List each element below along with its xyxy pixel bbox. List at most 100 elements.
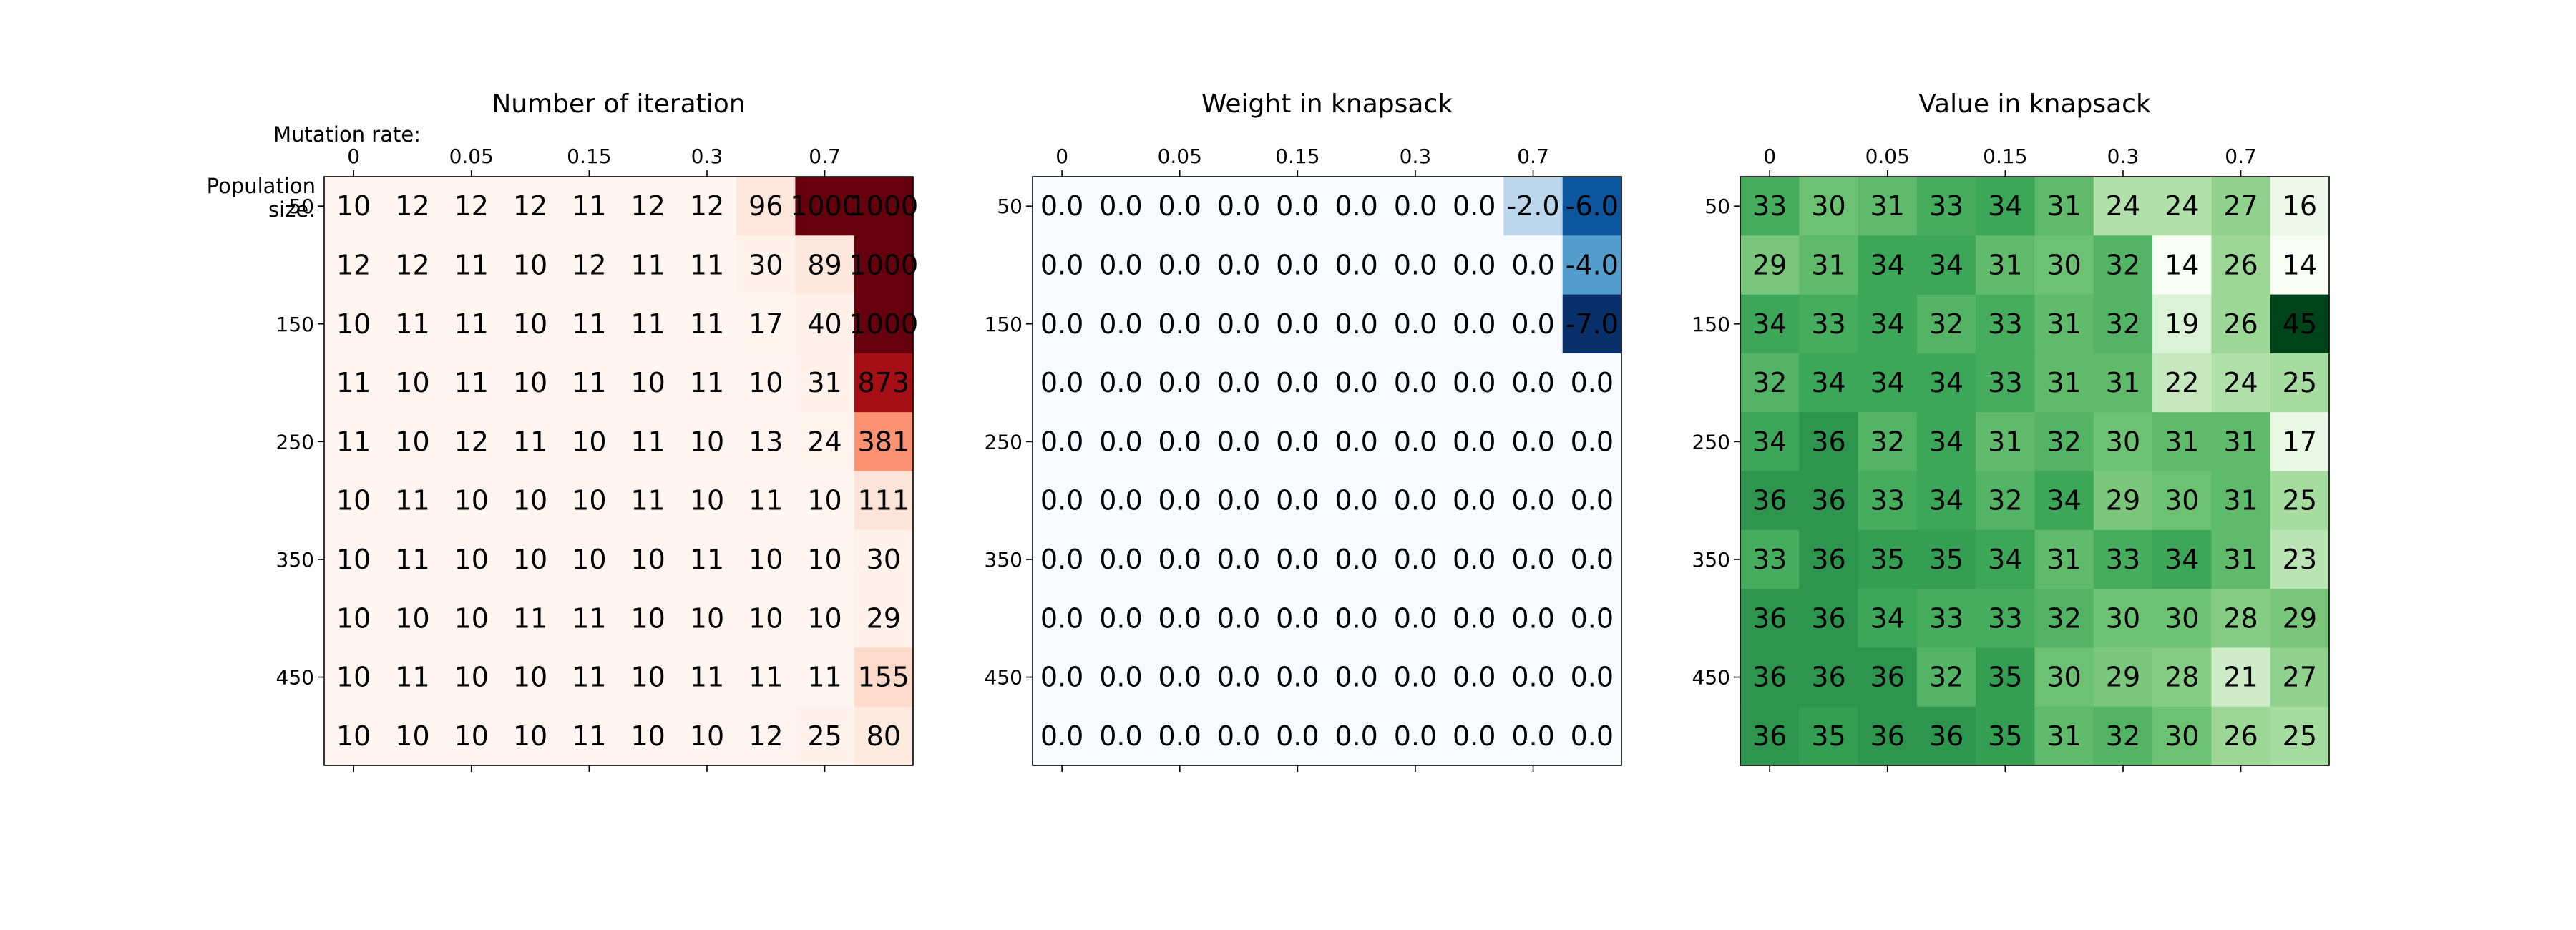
heatmap-cell <box>1503 706 1563 766</box>
heatmap-cell <box>1327 706 1387 766</box>
cell-value-label: 10 <box>454 720 489 752</box>
cell-value-label: 12 <box>336 249 371 280</box>
cell-value-label: 10 <box>336 662 371 693</box>
heatmap-cell <box>1858 529 1918 589</box>
cell-value-label: 30 <box>867 544 901 575</box>
cell-value-label: 10 <box>690 426 724 457</box>
cell-value-label: 34 <box>1752 308 1787 340</box>
heatmap-cell <box>1150 589 1210 648</box>
heatmap-cell <box>1503 471 1563 531</box>
heatmap-cell <box>854 471 914 531</box>
cell-value-label: 10 <box>690 720 724 752</box>
cell-value-label: 36 <box>1870 720 1905 752</box>
heatmap-cell <box>1976 412 2036 472</box>
y-tick-label: 150 <box>276 313 314 336</box>
cell-value-label: 34 <box>1929 367 1963 398</box>
heatmap-cell <box>2152 589 2212 648</box>
heatmap-cell <box>1091 353 1151 413</box>
cell-value-label: 17 <box>748 308 783 340</box>
cell-value-label: 33 <box>2106 544 2140 575</box>
heatmap-cell <box>441 647 502 708</box>
cell-value-label: 0.0 <box>1394 544 1437 575</box>
cell-value-label: 14 <box>2283 249 2317 280</box>
heatmap-cell <box>618 647 678 708</box>
cell-value-label: 10 <box>513 308 547 340</box>
y-tick-label: 350 <box>1692 548 1730 572</box>
x-tick-label: 0.3 <box>1400 145 1432 168</box>
heatmap-cell <box>795 353 855 413</box>
cell-value-label: 33 <box>1988 367 2022 398</box>
cell-value-label: 12 <box>572 249 606 280</box>
cell-value-label: 0.0 <box>1453 190 1496 222</box>
cell-value-label: 31 <box>2046 308 2081 340</box>
heatmap-cell <box>736 706 796 766</box>
y-tick-label: 450 <box>985 666 1023 690</box>
heatmap-cell <box>1268 706 1328 766</box>
cell-value-label: -7.0 <box>1566 308 1619 340</box>
cell-value-label: 33 <box>1929 190 1963 222</box>
cell-value-label: 0.0 <box>1040 426 1083 457</box>
heatmap-cell <box>736 529 796 589</box>
heatmap-cell <box>560 412 620 472</box>
heatmap-cell <box>1503 294 1563 354</box>
heatmap-cell <box>1799 706 1859 766</box>
heatmap-cell <box>383 471 443 531</box>
heatmap-cell <box>1209 235 1269 295</box>
cell-value-label: 32 <box>1870 426 1905 457</box>
cell-value-label: 0.0 <box>1394 720 1437 752</box>
heatmap-cell <box>1562 294 1622 354</box>
cell-value-label: 0.0 <box>1453 249 1496 280</box>
cell-value-label: 11 <box>748 485 783 517</box>
cell-value-label: 12 <box>513 190 547 222</box>
heatmap-cell <box>1740 412 1800 472</box>
y-tick-label: 450 <box>276 666 314 690</box>
heatmap-cell <box>1033 294 1092 354</box>
cell-value-label: 0.0 <box>1394 249 1437 280</box>
heatmap-cell <box>1445 647 1504 708</box>
heatmap-cell <box>324 706 384 766</box>
cell-value-label: 27 <box>2283 662 2317 693</box>
heatmap-cell <box>324 529 384 589</box>
heatmap-cell <box>2152 471 2212 531</box>
heatmap-cell <box>2034 412 2094 472</box>
heatmap-cell <box>2211 294 2271 354</box>
cell-value-label: -6.0 <box>1566 190 1619 222</box>
chart-title: Value in knapsack <box>1918 89 2151 119</box>
heatmap-cell <box>2034 177 2094 236</box>
heatmap-cell <box>1209 529 1269 589</box>
cell-value-label: 33 <box>1752 190 1787 222</box>
cell-value-label: 32 <box>1752 367 1787 398</box>
heatmap-cell <box>441 589 502 648</box>
heatmap-cell <box>1976 647 2036 708</box>
cell-value-label: 11 <box>572 190 606 222</box>
heatmap-cell <box>2270 529 2330 589</box>
heatmap-cell <box>1268 177 1328 236</box>
heatmap-cell <box>500 235 560 295</box>
heatmap-cell <box>1740 529 1800 589</box>
cell-value-label: 24 <box>2223 367 2258 398</box>
heatmap-cell <box>2152 294 2212 354</box>
heatmap-cell <box>383 353 443 413</box>
heatmap-cell <box>618 529 678 589</box>
cell-value-label: 11 <box>572 662 606 693</box>
cell-value-label: 10 <box>630 720 665 752</box>
heatmap-cell <box>677 589 737 648</box>
cell-value-label: 29 <box>867 602 901 634</box>
cell-value-label: 10 <box>395 367 429 398</box>
heatmap-cell <box>2093 412 2153 472</box>
cell-value-label: 36 <box>1929 720 1963 752</box>
heatmap-cell <box>1799 471 1859 531</box>
cell-value-label: 10 <box>395 426 429 457</box>
heatmap-cell <box>2093 177 2153 236</box>
heatmap-cell <box>1268 294 1328 354</box>
heatmap-cell <box>2211 647 2271 708</box>
heatmap-cell <box>1740 294 1800 354</box>
heatmap-cell <box>1091 177 1151 236</box>
cell-value-label: 36 <box>1752 602 1787 634</box>
heatmap-cell <box>1799 177 1859 236</box>
cell-value-label: 0.0 <box>1511 249 1554 280</box>
heatmap-cell <box>1503 353 1563 413</box>
heatmap-cell <box>1091 706 1151 766</box>
heatmap-cell <box>1799 294 1859 354</box>
